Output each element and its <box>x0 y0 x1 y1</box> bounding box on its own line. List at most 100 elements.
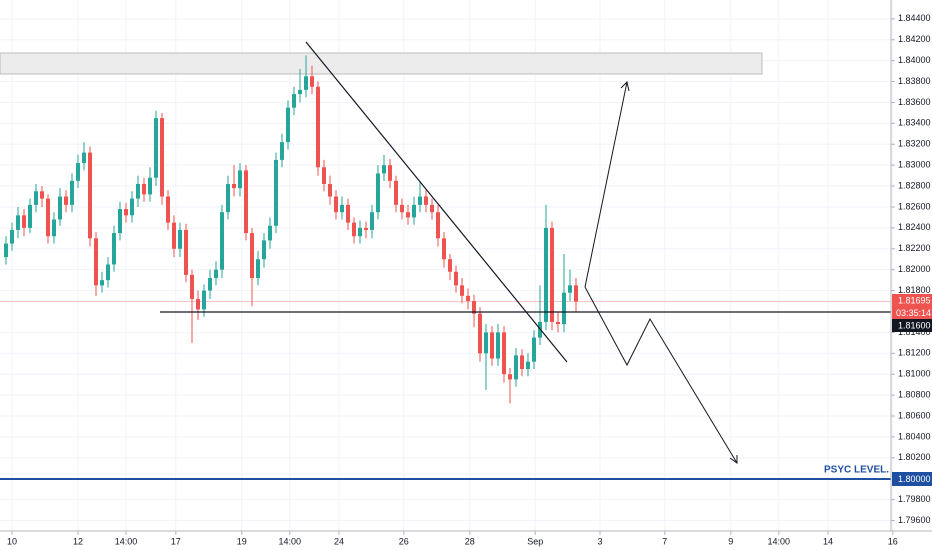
candle-body <box>358 227 362 237</box>
candle-body <box>256 259 260 279</box>
candle-body <box>328 183 332 197</box>
y-tick-label: 1.79800 <box>898 494 931 504</box>
candle-body <box>250 233 254 279</box>
candle-body <box>226 183 230 213</box>
candle-body <box>466 295 470 302</box>
y-tick-label: 1.80400 <box>898 431 931 441</box>
candle-body <box>370 212 374 230</box>
candle-body <box>94 238 98 286</box>
candle-body <box>220 212 224 270</box>
candle-body <box>316 86 320 168</box>
candle-body <box>550 227 554 322</box>
candle-body <box>388 165 392 181</box>
x-tick-label: 17 <box>171 536 181 546</box>
candle-body <box>58 196 62 220</box>
y-tick-label: 1.84400 <box>898 13 931 23</box>
y-tick-label: 1.83800 <box>898 76 931 86</box>
psyc-tag <box>892 472 932 486</box>
candle-body <box>16 215 20 230</box>
candle-body <box>478 313 482 354</box>
x-tick-label: 7 <box>662 536 667 546</box>
candle-body <box>514 355 518 380</box>
y-tick-label: 1.81000 <box>898 369 931 379</box>
candle-body <box>28 204 32 228</box>
bull-arrow-head <box>620 81 630 92</box>
x-tick-label: 24 <box>334 536 344 546</box>
candle-body <box>166 196 170 223</box>
y-tick-label: 1.81200 <box>898 348 931 358</box>
y-tick-label: 1.80800 <box>898 389 931 399</box>
candle-body <box>364 227 368 230</box>
x-tick-label: 16 <box>888 536 898 546</box>
countdown-tag <box>892 307 932 319</box>
candle-body <box>118 209 122 234</box>
candle-body <box>244 170 248 234</box>
candle-body <box>142 183 146 195</box>
candle-body <box>430 204 434 213</box>
candle-body <box>508 374 512 380</box>
candle-body <box>442 238 446 260</box>
candle-body <box>232 183 236 189</box>
candle-body <box>136 183 140 199</box>
x-tick-label: 9 <box>728 536 733 546</box>
candle-body <box>556 321 560 325</box>
candle-body <box>124 209 128 216</box>
x-tick-label: 26 <box>399 536 409 546</box>
candle-body <box>310 76 314 87</box>
grid <box>0 0 894 531</box>
candle-body <box>70 180 74 205</box>
candle-body <box>340 204 344 213</box>
candle-body <box>172 222 176 249</box>
candle-body <box>190 274 194 299</box>
y-tick-label: 1.84200 <box>898 34 931 44</box>
y-tick-label: 1.82200 <box>898 243 931 253</box>
candle-body <box>490 332 494 359</box>
y-tick-label: 1.83600 <box>898 97 931 107</box>
candle-body <box>412 204 416 218</box>
candle-body <box>154 118 158 178</box>
candle-body <box>274 159 278 226</box>
candle-body <box>394 180 398 205</box>
x-tick-label: 14:00 <box>115 536 138 546</box>
candle-body <box>454 271 458 286</box>
x-tick-label: 14:00 <box>279 536 302 546</box>
candle-body <box>238 170 242 189</box>
trend-line <box>305 41 568 363</box>
candle-body <box>286 107 290 143</box>
candle-body <box>436 212 440 239</box>
y-tick-label: 1.80600 <box>898 410 931 420</box>
x-tick-label: 10 <box>7 536 17 546</box>
x-tick-label: 3 <box>597 536 602 546</box>
y-tick-label: 1.84000 <box>898 55 931 65</box>
candle-body <box>526 361 530 369</box>
candle-body <box>178 229 182 249</box>
candle-body <box>484 332 488 354</box>
countdown-label: 03:35:14 <box>896 308 931 318</box>
y-tick-label: 1.83200 <box>898 139 931 149</box>
psyc-label: 1.80000 <box>898 474 931 484</box>
candle-body <box>100 280 104 286</box>
candle-body <box>502 332 506 375</box>
bull-arrow <box>584 81 628 288</box>
candle-body <box>262 240 266 260</box>
candle-body <box>424 196 428 205</box>
candle-body <box>346 204 350 223</box>
candle-body <box>280 142 284 160</box>
candle-body <box>520 355 524 369</box>
candle-body <box>34 191 38 205</box>
candle-body <box>352 222 356 237</box>
candle-body <box>214 269 218 279</box>
level-label: 1.81600 <box>898 320 931 330</box>
candle-body <box>574 285 578 302</box>
x-tick-label: 28 <box>465 536 475 546</box>
annotation: PSYC LEVEL. <box>824 465 889 476</box>
candle-body <box>202 290 206 310</box>
candle-body <box>376 173 380 213</box>
candle-body <box>148 177 152 195</box>
candle-body <box>46 198 50 237</box>
axes: 1.84400 1.84200 1.84000 1.83800 1.83600 1.834… <box>7 13 931 546</box>
candle-body <box>268 225 272 241</box>
candle-body <box>52 219 56 237</box>
candle-body <box>64 196 68 205</box>
